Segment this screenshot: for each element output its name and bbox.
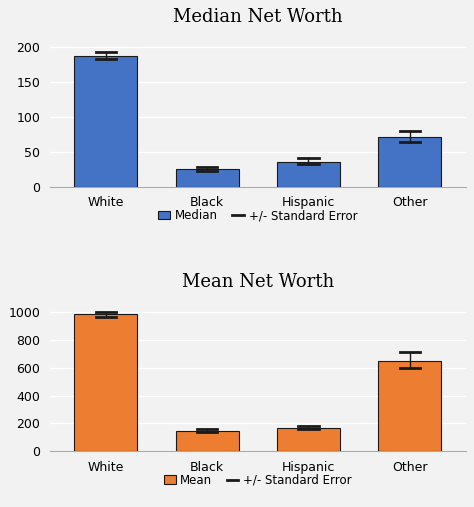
- Bar: [74, 56, 137, 187]
- Bar: [176, 169, 238, 187]
- Bar: [277, 427, 340, 451]
- Bar: [74, 314, 137, 451]
- Bar: [176, 431, 238, 451]
- Bar: [277, 162, 340, 187]
- Bar: [378, 136, 441, 187]
- Title: Median Net Worth: Median Net Worth: [173, 8, 343, 26]
- Legend: Median, +/- Standard Error: Median, +/- Standard Error: [154, 204, 362, 227]
- Legend: Mean, +/- Standard Error: Mean, +/- Standard Error: [159, 469, 356, 491]
- Bar: [378, 361, 441, 451]
- Title: Mean Net Worth: Mean Net Worth: [182, 273, 334, 291]
